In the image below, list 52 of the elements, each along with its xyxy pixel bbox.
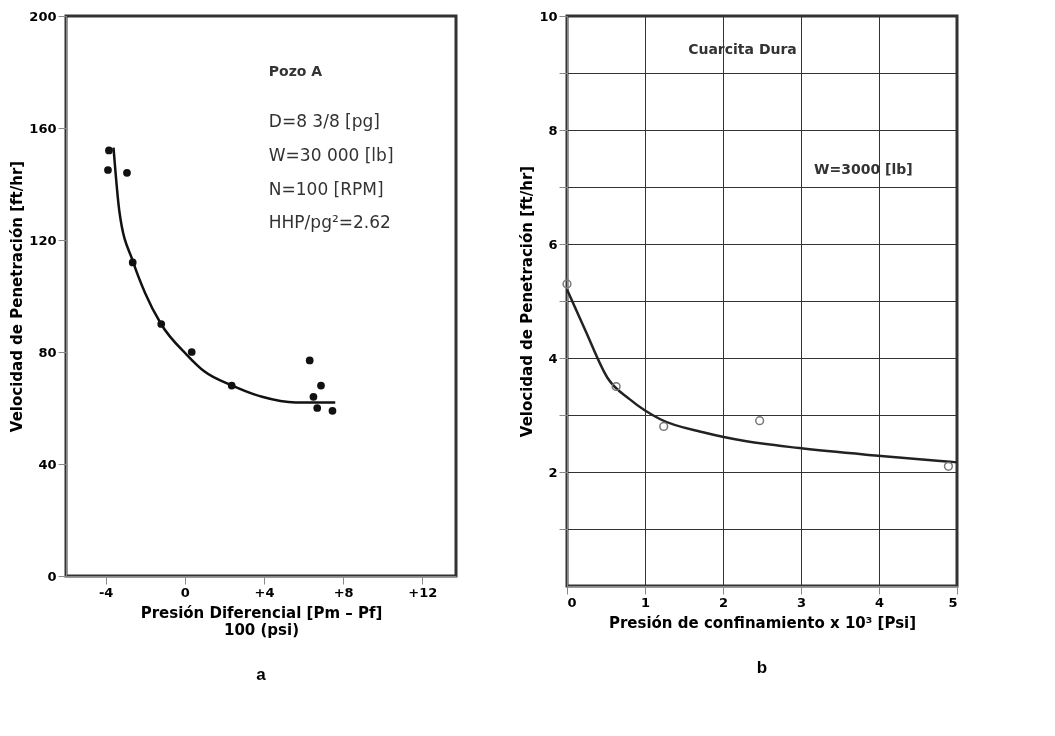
x-tick-label: +12 [408, 584, 438, 600]
point [227, 381, 236, 390]
point [328, 406, 337, 415]
point [105, 146, 113, 155]
point [313, 404, 322, 412]
x-tick-label: +8 [333, 584, 354, 600]
annotation: Pozo A [268, 63, 323, 79]
y-axis-title: Velocidad de Penetración [ft/hr] [8, 160, 27, 433]
x-tick-label: 0 [180, 584, 190, 600]
y-tick-label: 4 [548, 350, 558, 366]
annotation: W=3000 [lb] [814, 160, 913, 177]
y-axis-title: Velocidad de Penetración [ft/hr] [518, 165, 537, 438]
x-tick-label: 0 [567, 594, 577, 610]
annotation: N=100 [RPM] [268, 178, 384, 199]
y-tick-label: 200 [29, 8, 57, 24]
point [659, 421, 669, 432]
point [128, 258, 137, 267]
y-tick-label: 2 [548, 464, 558, 480]
y-tick-label: 40 [38, 456, 57, 472]
line-series [565, 288, 959, 464]
x-axis-title: Presión de confinamiento x 10³ [Psi] [608, 613, 917, 632]
y-tick-label: 0 [47, 568, 57, 584]
x-tick-label: 5 [948, 594, 958, 610]
point [104, 166, 112, 174]
y-tick-label: 6 [548, 236, 558, 252]
point [123, 168, 131, 177]
x-tick-label: 2 [718, 594, 729, 610]
annotation: HHP/pg²=2.62 [268, 212, 391, 233]
text: a [256, 665, 267, 684]
point [611, 381, 621, 392]
y-tick-label: 8 [548, 122, 558, 138]
y-tick-label: 120 [29, 232, 57, 248]
x-axis-title: Presión Diferencial [Pm – Pf] 100 (psi) [140, 603, 383, 639]
annotation: W=30 000 [lb] [268, 145, 394, 165]
x-tick-label: 1 [640, 594, 651, 610]
point [187, 348, 196, 356]
point [755, 416, 765, 426]
point [305, 356, 314, 365]
y-tick-label: 10 [539, 8, 558, 24]
point [943, 461, 954, 471]
annotation: D=8 3/8 [pg] [268, 111, 380, 132]
y-tick-label: 160 [29, 120, 57, 136]
point [562, 279, 572, 289]
y-tick-label: 80 [38, 344, 57, 360]
x-tick-label: -4 [98, 584, 114, 600]
text: b [756, 658, 768, 677]
point [157, 320, 166, 328]
point [309, 392, 318, 401]
x-tick-label: 4 [874, 594, 885, 610]
x-tick-label: 3 [796, 594, 807, 610]
x-tick-label: +4 [254, 584, 275, 600]
point [317, 381, 325, 390]
